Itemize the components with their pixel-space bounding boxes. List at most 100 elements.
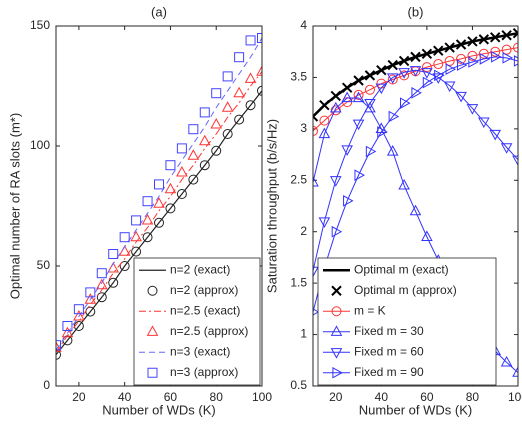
marker-triangle	[107, 261, 120, 273]
marker-circle	[257, 85, 262, 96]
marker-triangle	[409, 66, 422, 77]
marker-square	[165, 160, 176, 171]
marker-triangle	[491, 51, 502, 63]
x-tick-label: 100	[252, 390, 272, 404]
marker-square	[188, 124, 199, 135]
legend: n=2 (exact) n=2 (approx) n=2.5 (exact) n=2.…	[133, 257, 261, 386]
marker-triangle	[244, 72, 257, 83]
marker-triangle	[318, 217, 331, 228]
marker-x	[501, 30, 512, 41]
legend-box	[317, 257, 497, 386]
legend-label: Fixed m = 90	[354, 365, 424, 379]
x-tick-label: 60	[164, 390, 178, 404]
marker-triangle	[341, 145, 353, 156]
y-tick-label: 1	[300, 327, 307, 341]
marker-x	[330, 90, 341, 102]
marker-triangle	[73, 309, 85, 321]
marker-x	[478, 34, 490, 45]
marker-triangle	[455, 91, 467, 103]
marker-triangle	[421, 68, 433, 79]
subplot-title: (a)	[151, 4, 167, 19]
marker-triangle	[502, 52, 514, 64]
marker-circle	[176, 189, 187, 199]
marker-square	[257, 33, 262, 43]
marker-triangle	[341, 91, 353, 103]
marker-x	[490, 32, 501, 43]
marker-circle	[73, 321, 84, 331]
marker-triangle	[468, 56, 479, 68]
marker-triangle	[146, 325, 159, 336]
data-layer	[56, 33, 262, 360]
marker-x	[398, 55, 410, 67]
marker-circle	[245, 100, 256, 111]
marker-square	[176, 143, 187, 154]
y-tick-label: 4	[300, 18, 307, 32]
marker-triangle	[500, 355, 513, 367]
legend-label: m = K	[354, 303, 386, 317]
marker-triangle	[352, 91, 365, 103]
axes-box	[55, 25, 263, 387]
marker-circle	[364, 84, 375, 95]
marker-triangle	[313, 308, 320, 316]
subplot: 0.5 1 1.5 2 2.5 3 3.5 4 20 40 60 80 100 (b) Number of …	[264, 4, 522, 417]
marker-triangle	[210, 117, 223, 129]
x-tick-label: 20	[72, 390, 86, 404]
marker-circle	[478, 48, 489, 59]
legend-label: Fixed m = 60	[354, 344, 424, 358]
marker-triangle	[432, 73, 445, 84]
y-tick-label: 100	[30, 138, 50, 152]
marker-triangle	[478, 117, 490, 129]
y-tick-label: 1.5	[290, 275, 307, 289]
y-tick-label: 50	[37, 258, 51, 272]
subplot: 0 50 100 150 20 40 60 80 100 (a) Number of WDs (K)…	[7, 4, 272, 417]
marker-square	[199, 107, 210, 118]
marker-triangle	[313, 266, 319, 278]
marker-x	[387, 59, 398, 71]
series-line	[56, 71, 262, 353]
marker-triangle	[388, 110, 400, 123]
y-axis-label: Optimal number of RA slots (m*)	[7, 113, 22, 299]
marker-circle	[331, 306, 342, 317]
y-tick-label: 2	[300, 224, 307, 238]
series-line	[313, 69, 518, 271]
marker-triangle	[198, 134, 211, 146]
marker-triangle	[500, 143, 513, 154]
marker-triangle	[329, 176, 342, 187]
marker-circle	[513, 42, 518, 53]
marker-square	[119, 232, 130, 243]
marker-circle	[147, 285, 158, 296]
marker-circle	[353, 89, 364, 100]
marker-triangle	[354, 169, 365, 181]
marker-circle	[108, 277, 119, 288]
marker-circle	[313, 125, 318, 136]
marker-circle	[119, 261, 130, 271]
marker-square	[147, 367, 158, 378]
legend-label: n=2 (approx)	[170, 283, 238, 297]
marker-x	[313, 111, 319, 122]
marker-triangle	[386, 73, 399, 84]
axes-box	[312, 25, 519, 387]
y-tick-label: 150	[30, 18, 50, 32]
marker-circle	[165, 203, 176, 214]
marker-triangle	[377, 126, 388, 138]
series-line	[56, 37, 262, 351]
marker-triangle	[130, 230, 142, 242]
marker-x	[467, 36, 478, 47]
marker-circle	[96, 292, 107, 303]
marker-circle	[56, 349, 61, 360]
series-line	[313, 56, 518, 313]
marker-circle	[399, 70, 410, 81]
marker-square	[96, 268, 107, 279]
legend-label: n=2 (exact)	[170, 262, 230, 276]
marker-x	[512, 27, 518, 39]
marker-square	[154, 179, 164, 190]
legend-box	[133, 257, 261, 386]
marker-circle	[199, 160, 210, 171]
x-tick-label: 60	[420, 390, 434, 404]
marker-triangle	[318, 127, 331, 139]
marker-triangle	[489, 129, 502, 141]
marker-x	[421, 48, 433, 59]
marker-triangle	[445, 63, 457, 75]
marker-triangle	[329, 101, 342, 113]
